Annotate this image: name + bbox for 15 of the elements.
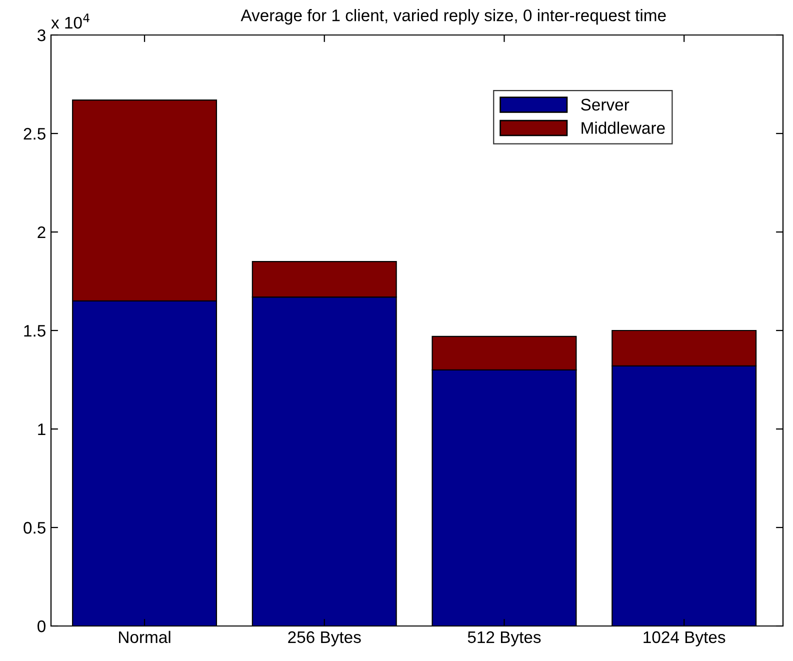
x-tick-label: Normal — [119, 630, 170, 644]
y-tick-label: 1 — [38, 424, 46, 436]
y-tick-label: 0.5 — [24, 522, 46, 534]
y-tick-label: 2 — [38, 226, 46, 238]
legend-label: Middleware — [582, 122, 665, 134]
y-tick-label: 3 — [38, 29, 46, 42]
x-tick-label: 1024 Bytes — [644, 631, 726, 646]
x-tick-label: 256 Bytes — [288, 631, 361, 646]
legend-label: Server — [581, 98, 630, 111]
y-tick-label: 0 — [38, 620, 46, 632]
text: x 10$^{4}$ — [51, 14, 90, 29]
x-tick-label: 512 Bytes — [468, 631, 541, 646]
y-tick-label: 1.5 — [24, 325, 46, 337]
y-tick-label: 2.5 — [24, 128, 46, 140]
chart-title: Average for 1 client, varied reply size, 0 inter-request time — [240, 9, 666, 25]
